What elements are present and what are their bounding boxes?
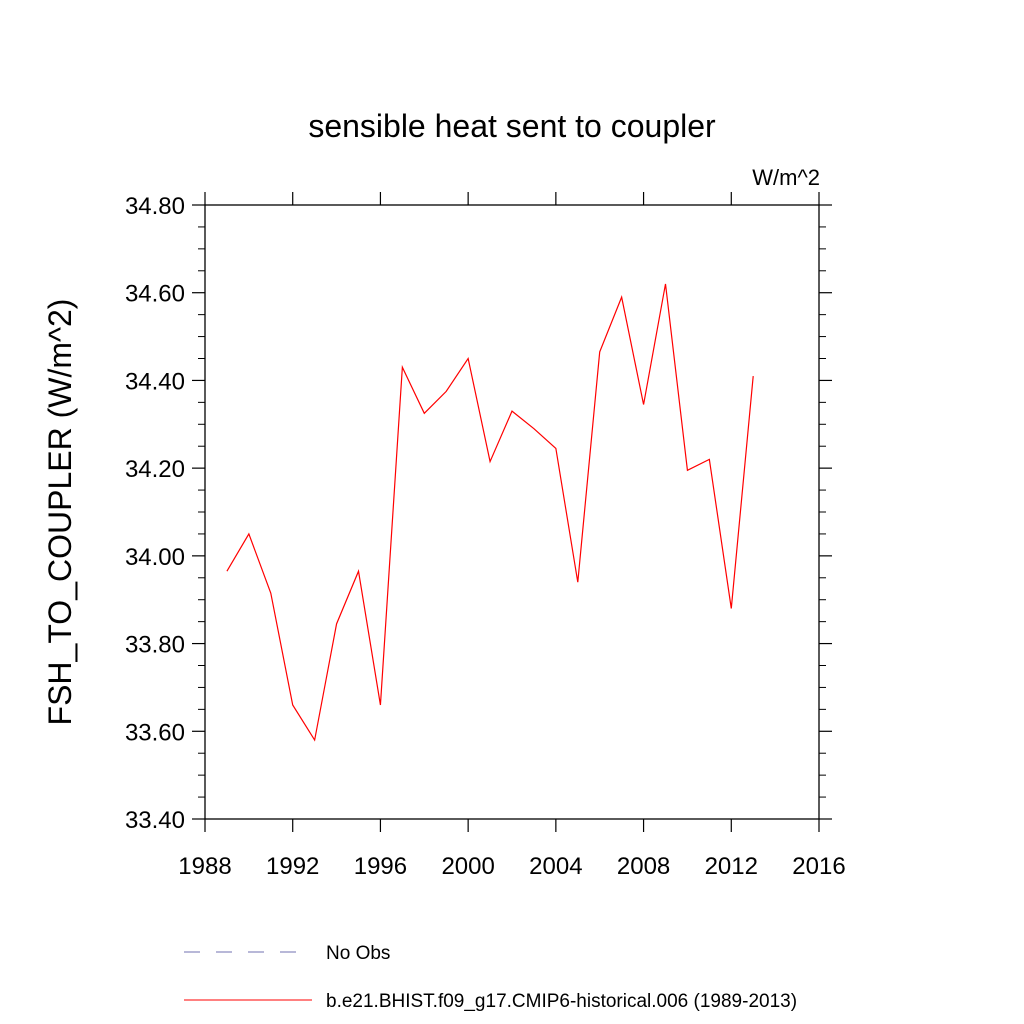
legend-label: b.e21.BHIST.f09_g17.CMIP6-historical.006… bbox=[326, 991, 797, 1012]
x-tick-label: 1992 bbox=[266, 853, 319, 880]
x-tick-label: 2016 bbox=[792, 853, 845, 880]
y-tick-label: 34.00 bbox=[125, 544, 185, 571]
y-tick-label: 33.60 bbox=[125, 719, 185, 746]
x-tick-label: 1988 bbox=[178, 853, 231, 880]
x-axis: 1988 1992 1996 2000 2004 2008 2012 2016 bbox=[178, 192, 846, 880]
series-layer bbox=[226, 283, 754, 742]
y-tick-label: 34.80 bbox=[125, 193, 185, 220]
y-axis-label: FSH_TO_COUPLER (W/m^2) bbox=[42, 299, 78, 726]
x-tick-label: 1996 bbox=[354, 853, 407, 880]
plot-frame bbox=[204, 204, 820, 820]
x-tick-label: 2004 bbox=[529, 853, 582, 880]
chart-title: sensible heat sent to coupler bbox=[308, 108, 716, 144]
x-tick-label: 2008 bbox=[617, 853, 670, 880]
legend: No Obs b.e21.BHIST.f09_g17.CMIP6-historic… bbox=[184, 943, 797, 1012]
x-tick-label: 2000 bbox=[441, 853, 494, 880]
legend-label: No Obs bbox=[326, 943, 390, 964]
series-line bbox=[226, 283, 754, 742]
y-tick-label: 34.60 bbox=[125, 281, 185, 308]
y-tick-label: 33.80 bbox=[125, 632, 185, 659]
y-axis: 33.40 33.60 33.80 34.00 34.20 34.40 34.60 34.80 bbox=[125, 193, 832, 834]
y-tick-label: 34.20 bbox=[125, 456, 185, 483]
y-tick-label: 33.40 bbox=[125, 807, 185, 834]
y-tick-label: 34.40 bbox=[125, 368, 185, 395]
units-label: W/m^2 bbox=[752, 165, 820, 190]
x-tick-label: 2012 bbox=[705, 853, 758, 880]
